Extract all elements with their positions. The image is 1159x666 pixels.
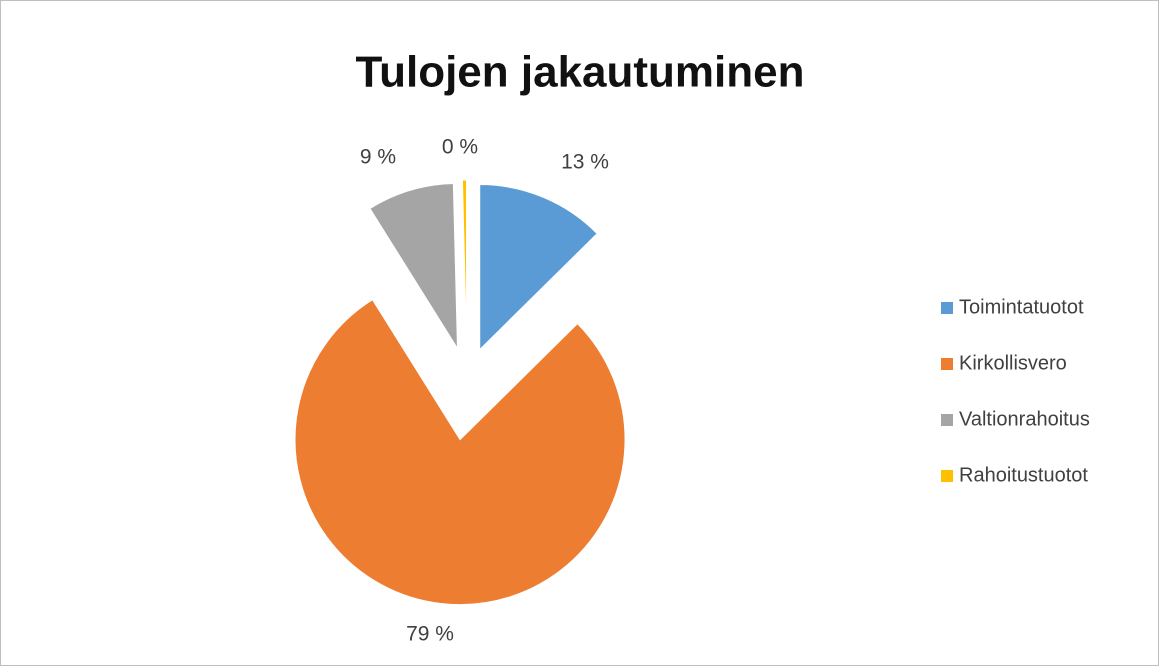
data-label: 9 % [360,146,396,169]
legend-swatch [941,470,953,482]
legend-label: Valtionrahoitus [959,408,1090,430]
legend-label: Toimintatuotot [959,296,1084,318]
pie-slice [479,184,598,351]
legend-label: Kirkollisvero [959,352,1067,374]
pie-slice [369,182,459,351]
legend-swatch [941,414,953,426]
legend-swatch [941,302,953,314]
legend-swatch [941,358,953,370]
legend-label: Rahoitustuotot [959,464,1088,486]
data-label: 13 % [561,151,609,174]
data-label: 0 % [442,136,478,159]
pie-slice [294,299,626,606]
data-label: 79 % [406,623,454,646]
pie-slice [461,179,468,346]
chart-title: Tulojen jakautuminen [355,48,804,97]
